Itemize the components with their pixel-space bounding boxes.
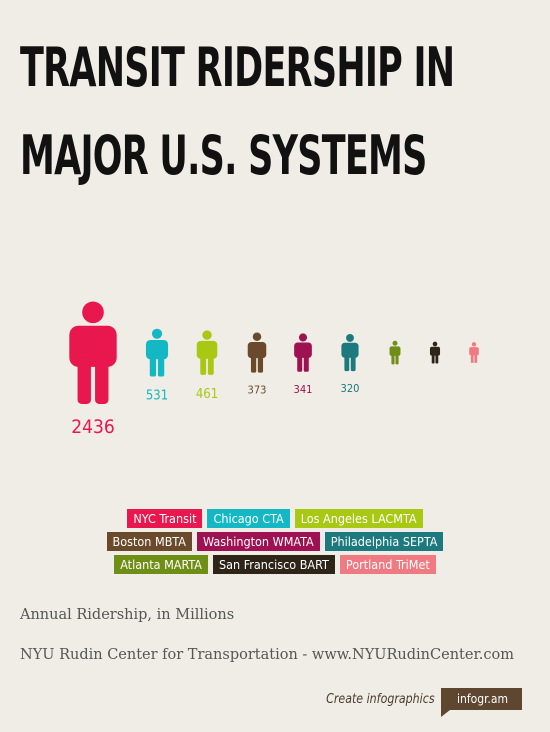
legend-item: Philadelphia SEPTA: [324, 532, 444, 551]
value-label: 373: [248, 384, 267, 397]
figure-philadelphia-septa: [341, 334, 359, 372]
title-line-1: TRANSIT RIDERSHIP IN: [20, 36, 455, 99]
units-caption: Annual Ridership, in Millions: [20, 607, 235, 623]
pictograph-chart: 2436 531 461 373 341 320: [69, 301, 479, 438]
value-label: 461: [196, 387, 218, 402]
figure-atlanta-marta: [389, 340, 401, 365]
title-line-2: MAJOR U.S. SYSTEMS: [20, 124, 427, 187]
branding[interactable]: Create infographics infogr.am: [307, 688, 522, 717]
figure-chicago-cta: [145, 328, 169, 377]
legend-row: Boston MBTA Washington WMATA Philadelphia …: [0, 532, 550, 551]
value-label: 2436: [71, 416, 115, 438]
legend-row: Atlanta MARTA San Francisco BART Portland …: [0, 555, 550, 574]
figure-washington-wmata: [294, 333, 312, 372]
branding-text[interactable]: Create infographics: [326, 691, 435, 707]
figure-los-angeles-lacmta: [196, 330, 218, 375]
figure-boston-mbta: [247, 332, 267, 373]
value-label: 341: [294, 383, 313, 396]
legend-item: San Francisco BART: [212, 555, 335, 574]
legend-row: NYC Transit Chicago CTA Los Angeles LACMTA: [0, 509, 550, 528]
figure-nyc-transit: [69, 301, 117, 404]
legend-item: Atlanta MARTA: [114, 555, 208, 574]
value-label: 320: [341, 382, 360, 395]
figure-san-francisco-bart: [429, 341, 441, 364]
legend-item: NYC Transit: [127, 509, 203, 528]
legend-item: Boston MBTA: [106, 532, 192, 551]
infogram-badge[interactable]: infogr.am: [441, 688, 522, 717]
source-caption: NYU Rudin Center for Transportation - ww…: [20, 647, 514, 663]
legend: NYC Transit Chicago CTA Los Angeles LACMTA…: [0, 509, 550, 578]
legend-item: Chicago CTA: [207, 509, 290, 528]
legend-item: Los Angeles LACMTA: [294, 509, 423, 528]
legend-item: Washington WMATA: [197, 532, 320, 551]
value-label: 531: [146, 389, 168, 404]
legend-item: Portland TriMet: [339, 555, 436, 574]
chart-title: TRANSIT RIDERSHIP IN MAJOR U.S. SYSTEMS: [20, 24, 455, 200]
figure-portland-trimet: [469, 342, 479, 363]
